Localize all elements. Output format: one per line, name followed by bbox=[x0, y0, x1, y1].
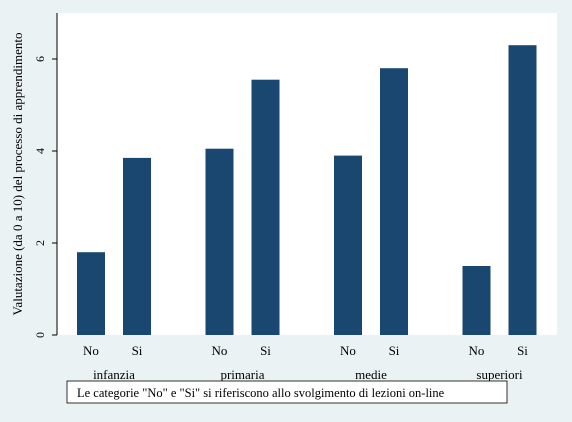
bar-medie-no bbox=[334, 155, 362, 335]
bar-category-label: No bbox=[212, 343, 228, 358]
y-tick-label: 6 bbox=[33, 56, 47, 62]
bar-medie-si bbox=[380, 68, 408, 335]
bar-category-label: Si bbox=[389, 343, 400, 358]
bar-category-label: Si bbox=[260, 343, 271, 358]
y-tick-label: 4 bbox=[33, 148, 47, 154]
y-tick-label: 2 bbox=[33, 240, 47, 246]
bar-infanzia-si bbox=[123, 157, 151, 335]
bar-superiori-no bbox=[462, 266, 491, 335]
bar-infanzia-no bbox=[77, 252, 105, 335]
group-label-superiori: superiori bbox=[476, 367, 523, 382]
note-text: Le categorie "No" e "Si" si riferiscono … bbox=[77, 386, 445, 400]
bars-layer bbox=[77, 45, 537, 335]
bar-category-label: No bbox=[340, 343, 356, 358]
group-label-infanzia: infanzia bbox=[93, 367, 135, 382]
bar-category-label: No bbox=[469, 343, 485, 358]
bar-superiori-si bbox=[508, 45, 537, 335]
y-axis-ticks: 0 2 4 6 bbox=[33, 56, 57, 338]
bar-primaria-no bbox=[205, 148, 234, 335]
y-tick-label: 0 bbox=[33, 332, 47, 338]
group-label-primaria: primaria bbox=[220, 367, 264, 382]
bar-category-label: Si bbox=[517, 343, 528, 358]
y-axis-label: Valutazione (da 0 a 10) del processo di … bbox=[10, 32, 25, 315]
bar-category-label: Si bbox=[132, 343, 143, 358]
bar-category-label: No bbox=[83, 343, 99, 358]
note-box bbox=[66, 380, 508, 404]
bar-primaria-si bbox=[251, 79, 280, 335]
group-label-medie: medie bbox=[355, 367, 387, 382]
